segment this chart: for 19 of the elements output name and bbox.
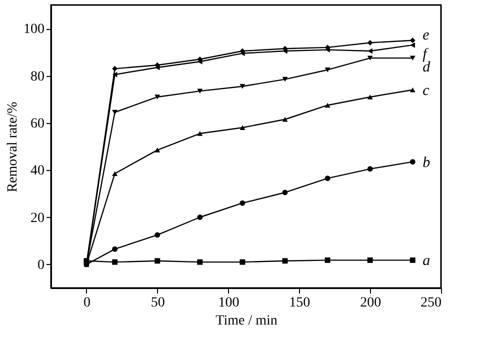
y-tick-label: 0 <box>38 258 44 273</box>
y-tick-label: 100 <box>24 22 44 38</box>
y-axis-title: Removal rate/% <box>6 101 20 192</box>
y-tick-label: 80 <box>30 69 44 84</box>
x-tick-label: 100 <box>218 296 240 310</box>
series-label: c <box>422 82 430 99</box>
x-tick-label: 150 <box>289 296 310 310</box>
x-axis-title: Time / min <box>216 314 278 328</box>
series-label: f <box>422 46 429 62</box>
x-tick-label: 0 <box>83 296 90 310</box>
x-tick-label: 200 <box>360 296 382 310</box>
x-tick-label: 250 <box>420 296 442 310</box>
y-tick-label: 40 <box>30 164 44 179</box>
x-tick-label: 50 <box>150 296 165 310</box>
series-label: a <box>422 253 430 270</box>
y-tick-label: 20 <box>30 210 44 226</box>
y-tick-label: 60 <box>30 116 44 132</box>
series-label: b <box>422 154 431 171</box>
series-label: e <box>422 27 430 44</box>
